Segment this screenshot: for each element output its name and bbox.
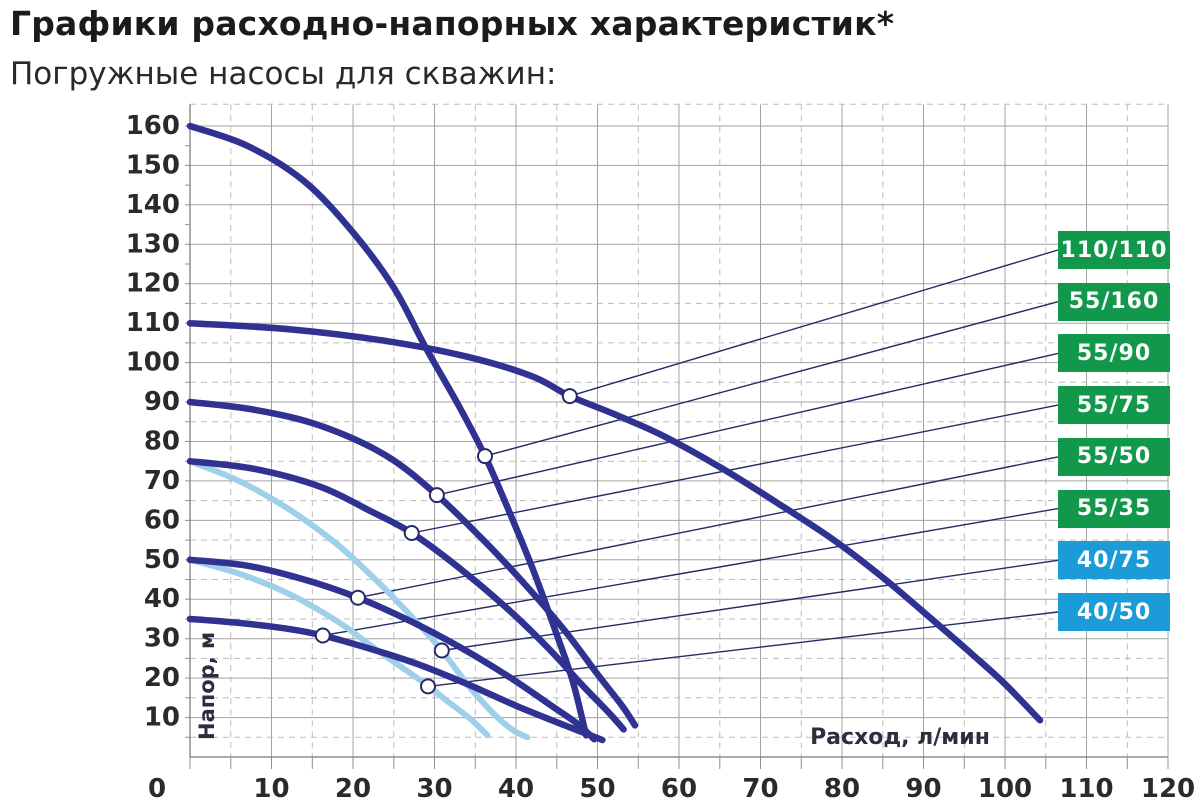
x-axis-tick-label: 20 bbox=[335, 774, 371, 800]
leader-line-40-50 bbox=[427, 611, 1059, 688]
x-axis-tick-label: 10 bbox=[253, 774, 289, 800]
curve-55-160 bbox=[186, 122, 590, 739]
x-axis-tick-label: 120 bbox=[1141, 774, 1195, 800]
leader-line-55-35 bbox=[322, 507, 1059, 637]
leader-line-40-75 bbox=[441, 559, 1059, 652]
badge-55-90: 55/90 bbox=[1058, 334, 1170, 373]
curve-55-35 bbox=[186, 615, 606, 744]
x-axis-tick-label: 80 bbox=[824, 774, 860, 800]
curve-55-75 bbox=[186, 457, 627, 733]
curve-110-110 bbox=[186, 319, 1044, 724]
duty-point-marker-40-50 bbox=[420, 678, 436, 695]
curve-40-75 bbox=[187, 458, 531, 741]
y-axis-tick-label: 130 bbox=[126, 229, 180, 259]
y-axis-tick-label: 140 bbox=[126, 190, 180, 220]
x-axis-tick-label: 50 bbox=[579, 774, 615, 800]
y-axis-tick-label: 80 bbox=[144, 427, 180, 457]
leader-line-55-160 bbox=[484, 301, 1059, 457]
badge-55-35: 55/35 bbox=[1058, 489, 1170, 528]
y-axis-tick-label: 100 bbox=[126, 348, 180, 378]
badge-55-160: 55/160 bbox=[1058, 282, 1170, 321]
y-axis-tick-label: 10 bbox=[144, 703, 180, 733]
curve-55-90 bbox=[186, 398, 639, 729]
x-axis-title: Расход, л/мин bbox=[810, 725, 990, 750]
badge-40-50: 40/50 bbox=[1058, 593, 1170, 631]
duty-point-marker-55-35 bbox=[314, 627, 331, 644]
y-axis-tick-label: 40 bbox=[144, 584, 180, 614]
y-axis-tick-label: 60 bbox=[144, 505, 180, 535]
badge-55-75: 55/75 bbox=[1058, 386, 1170, 425]
duty-point-marker-55-160 bbox=[477, 448, 493, 465]
x-axis-tick-label: 110 bbox=[1059, 774, 1113, 800]
y-axis-tick-label: 20 bbox=[144, 663, 180, 693]
y-axis-tick-label: 90 bbox=[144, 387, 180, 417]
page-subtitle: Погружные насосы для скважин: bbox=[10, 56, 557, 92]
y-axis-tick-label: 120 bbox=[126, 269, 180, 299]
curve-40-50 bbox=[187, 556, 491, 739]
duty-point-marker-55-90 bbox=[428, 487, 445, 504]
leader-line-55-50 bbox=[357, 456, 1059, 599]
leader-line-55-90 bbox=[436, 352, 1059, 496]
duty-point-marker-55-75 bbox=[403, 525, 420, 541]
x-axis-tick-label: 30 bbox=[416, 774, 452, 800]
x-axis-tick-label: 100 bbox=[978, 774, 1032, 800]
x-axis-tick-label: 70 bbox=[742, 774, 778, 800]
duty-point-marker-40-75 bbox=[433, 642, 450, 659]
badge-40-75: 40/75 bbox=[1058, 541, 1170, 580]
y-axis-tick-label: 110 bbox=[126, 308, 180, 338]
duty-point-marker-55-50 bbox=[349, 589, 366, 606]
leader-line-55-75 bbox=[411, 404, 1059, 534]
y-axis-title: Напор, м bbox=[195, 632, 219, 740]
leader-line-110-110 bbox=[569, 249, 1059, 397]
curve-55-50 bbox=[186, 556, 598, 743]
y-axis-tick-label: 30 bbox=[144, 624, 180, 654]
x-axis-tick-label: 60 bbox=[661, 774, 697, 800]
y-axis-tick-label: 50 bbox=[144, 545, 180, 575]
y-axis-tick-label: 160 bbox=[126, 111, 180, 141]
axis-labels: 0 10 20 30 40 50 60 70 80 90 100 110 120 10 20 30 40 50 60… bbox=[126, 111, 1195, 800]
duty-point-markers bbox=[314, 388, 578, 695]
badge-55-50: 55/50 bbox=[1058, 437, 1170, 476]
page-title: Графики расходно-напорных характеристик* bbox=[10, 4, 895, 43]
duty-point-marker-110-110 bbox=[561, 388, 578, 405]
grid bbox=[185, 103, 1169, 769]
x-axis-tick-label: 90 bbox=[905, 774, 941, 800]
x-axis-tick-label: 0 bbox=[148, 774, 166, 800]
leader-lines bbox=[322, 249, 1059, 688]
pump-curves bbox=[186, 122, 1044, 744]
badge-110-110: 110/110 bbox=[1058, 231, 1170, 269]
y-axis-tick-label: 150 bbox=[126, 150, 180, 180]
x-axis-tick-label: 40 bbox=[498, 774, 534, 800]
y-axis-tick-label: 70 bbox=[144, 466, 180, 496]
